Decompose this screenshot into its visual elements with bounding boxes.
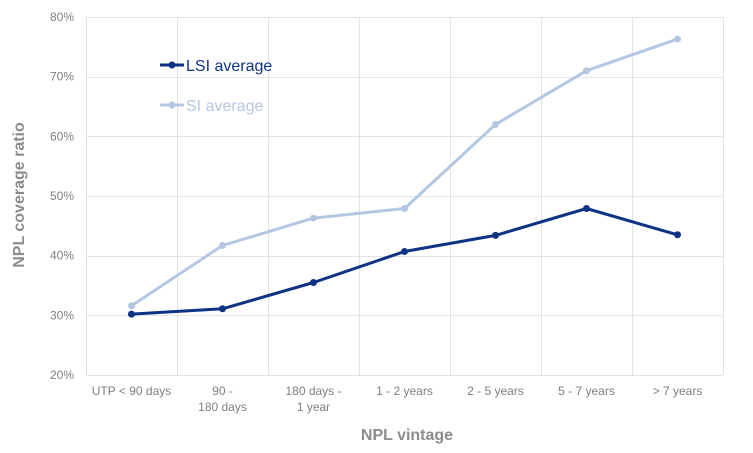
legend: LSI average SI average	[160, 58, 272, 115]
y-axis-ticks: 20% 30% 40% 50% 60% 70% 80%	[50, 10, 74, 382]
data-point-lsi-average	[674, 231, 681, 239]
x-tick-label: 90 -180 days	[198, 384, 247, 414]
data-point-lsi-average	[583, 205, 590, 213]
x-axis-title: NPL vintage	[361, 427, 453, 444]
data-point-lsi-average	[401, 247, 408, 255]
y-tick-label: 20%	[50, 368, 74, 382]
series-line-si-average	[130, 37, 679, 308]
y-tick-label: 30%	[50, 308, 74, 322]
series-line-lsi-average	[130, 207, 679, 316]
x-tick-label: 180 days -1 year	[285, 384, 341, 414]
y-tick-label: 80%	[50, 10, 74, 24]
x-tick-label: > 7 years	[653, 384, 703, 398]
x-tick-label: UTP < 90 days	[92, 384, 172, 398]
series-lines	[128, 35, 681, 318]
data-point-lsi-average	[219, 305, 226, 313]
y-tick-label: 40%	[50, 249, 74, 263]
x-tick-label: 5 - 7 years	[558, 384, 615, 398]
legend-marker-si-average	[168, 101, 176, 109]
x-axis-ticks: UTP < 90 days 90 -180 days 180 days -1 yea…	[92, 384, 703, 414]
legend-label-si-average: SI average	[186, 98, 263, 115]
y-axis-title: NPL coverage ratio	[11, 122, 28, 268]
data-point-lsi-average	[310, 279, 317, 287]
data-point-lsi-average	[128, 310, 135, 318]
legend-label-lsi-average: LSI average	[186, 58, 272, 75]
y-tick-label: 60%	[50, 129, 74, 143]
x-tick-label: 2 - 5 years	[467, 384, 524, 398]
data-point-si-average	[310, 214, 317, 222]
data-point-si-average	[674, 35, 681, 43]
y-tick-label: 70%	[50, 70, 74, 84]
data-point-lsi-average	[492, 231, 499, 239]
data-point-si-average	[401, 205, 408, 213]
gridlines	[86, 17, 724, 376]
y-tick-label: 50%	[50, 189, 74, 203]
data-point-si-average	[583, 67, 590, 75]
x-tick-label: 1 - 2 years	[376, 384, 433, 398]
data-point-si-average	[128, 302, 135, 310]
legend-marker-lsi-average	[168, 61, 176, 69]
data-point-si-average	[492, 120, 499, 128]
data-point-si-average	[219, 242, 226, 250]
